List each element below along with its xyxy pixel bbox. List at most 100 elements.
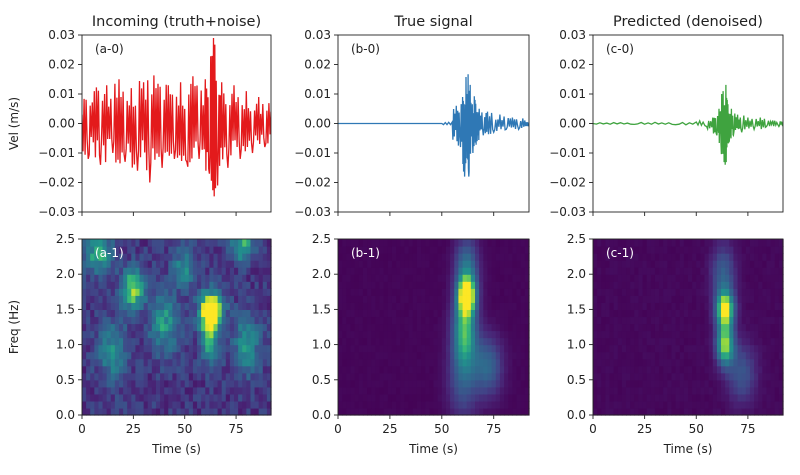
x-tick-label: 75 xyxy=(740,422,755,436)
heatmap-cell xyxy=(147,281,153,289)
heatmap-cell xyxy=(745,274,751,282)
heatmap-cell xyxy=(721,365,726,374)
heatmap-cell xyxy=(383,400,389,409)
heatmap-cell xyxy=(634,407,640,416)
heatmap-cell xyxy=(387,358,393,367)
heatmap-cell xyxy=(504,253,509,261)
heatmap-cell xyxy=(250,253,256,261)
heatmap-cell xyxy=(192,281,198,289)
heatmap-cell xyxy=(630,365,635,374)
heatmap-cell xyxy=(470,358,476,367)
heatmap-cell xyxy=(143,379,149,388)
heatmap-cell xyxy=(429,253,435,261)
heatmap-cell xyxy=(770,253,776,261)
heatmap-cell xyxy=(462,239,468,247)
heatmap-cell xyxy=(238,274,243,282)
heatmap-cell xyxy=(663,246,668,254)
heatmap-cell xyxy=(234,295,239,303)
heatmap-cell xyxy=(466,365,472,374)
heatmap-cell xyxy=(106,281,112,289)
heatmap-cell xyxy=(262,260,268,268)
heatmap-cell xyxy=(450,260,455,268)
heatmap-cell xyxy=(516,358,522,367)
heatmap-cell xyxy=(692,274,697,282)
heatmap-cell xyxy=(504,316,509,325)
heatmap-cell xyxy=(741,239,747,247)
heatmap-cell xyxy=(106,239,112,247)
heatmap-cell xyxy=(82,365,87,374)
heatmap-cell xyxy=(192,253,198,261)
heatmap-cell xyxy=(654,393,660,402)
heatmap-cell xyxy=(725,358,730,367)
heatmap-cell xyxy=(242,344,247,353)
heatmap-cell xyxy=(499,316,505,325)
heatmap-cell xyxy=(379,288,385,296)
heatmap-cell xyxy=(466,253,472,261)
heatmap-cell xyxy=(774,302,780,310)
heatmap-cell xyxy=(487,372,493,381)
heatmap-cell xyxy=(721,316,726,325)
heatmap-cell xyxy=(229,295,235,303)
heatmap-cell xyxy=(246,372,252,381)
heatmap-cell xyxy=(362,400,368,409)
heatmap-cell xyxy=(234,253,239,261)
heatmap-cell xyxy=(106,246,112,254)
heatmap-cell xyxy=(524,372,530,381)
heatmap-cell xyxy=(613,316,619,325)
heatmap-cell xyxy=(98,379,104,388)
heatmap-cell xyxy=(433,330,439,339)
heatmap-cell xyxy=(421,316,426,325)
heatmap-cell xyxy=(450,351,455,360)
heatmap-cell xyxy=(733,267,739,275)
heatmap-cell xyxy=(412,281,418,289)
heatmap-cell xyxy=(412,253,418,261)
heatmap-cell xyxy=(127,407,132,416)
heatmap-cell xyxy=(512,295,518,303)
heatmap-cell xyxy=(601,295,606,303)
heatmap-cell xyxy=(754,288,759,296)
heatmap-cell xyxy=(379,351,385,360)
heatmap-cell xyxy=(479,400,484,409)
heatmap-cell xyxy=(491,246,497,254)
heatmap-cell xyxy=(671,260,677,268)
heatmap-cell xyxy=(242,372,247,381)
heatmap-cell xyxy=(617,309,623,318)
heatmap-cell xyxy=(495,379,501,388)
heatmap-cell xyxy=(609,379,615,388)
heatmap-cell xyxy=(205,260,210,268)
heatmap-cell xyxy=(433,267,439,275)
heatmap-cell xyxy=(630,372,635,381)
heatmap-cell xyxy=(346,295,352,303)
heatmap-cell xyxy=(192,400,198,409)
heatmap-cell xyxy=(749,239,755,247)
heatmap-cell xyxy=(172,239,178,247)
heatmap-cell xyxy=(483,351,489,360)
heatmap-cell xyxy=(367,239,372,247)
heatmap-cell xyxy=(246,267,252,275)
heatmap-cell xyxy=(350,288,356,296)
heatmap-cell xyxy=(667,407,673,416)
heatmap-cell xyxy=(262,267,268,275)
heatmap-cell xyxy=(429,260,435,268)
heatmap-cell xyxy=(437,316,443,325)
heatmap-cell xyxy=(700,386,706,395)
heatmap-cell xyxy=(437,400,443,409)
heatmap-cell xyxy=(667,253,673,261)
heatmap-cell xyxy=(192,246,198,254)
heatmap-cell xyxy=(168,323,173,332)
heatmap-cell xyxy=(139,323,145,332)
heatmap-cell xyxy=(238,302,243,310)
heatmap-cell xyxy=(358,351,364,360)
heatmap-cell xyxy=(408,246,414,254)
heatmap-cell xyxy=(487,344,493,353)
heatmap-cell xyxy=(725,281,730,289)
heatmap-cell xyxy=(778,372,784,381)
heatmap-cell xyxy=(192,288,198,296)
heatmap-cell xyxy=(495,323,501,332)
heatmap-cell xyxy=(483,302,489,310)
heatmap-cell xyxy=(197,274,202,282)
heatmap-cell xyxy=(504,323,509,332)
heatmap-cell xyxy=(350,344,356,353)
heatmap-cell xyxy=(475,267,480,275)
heatmap-cell xyxy=(205,246,210,254)
